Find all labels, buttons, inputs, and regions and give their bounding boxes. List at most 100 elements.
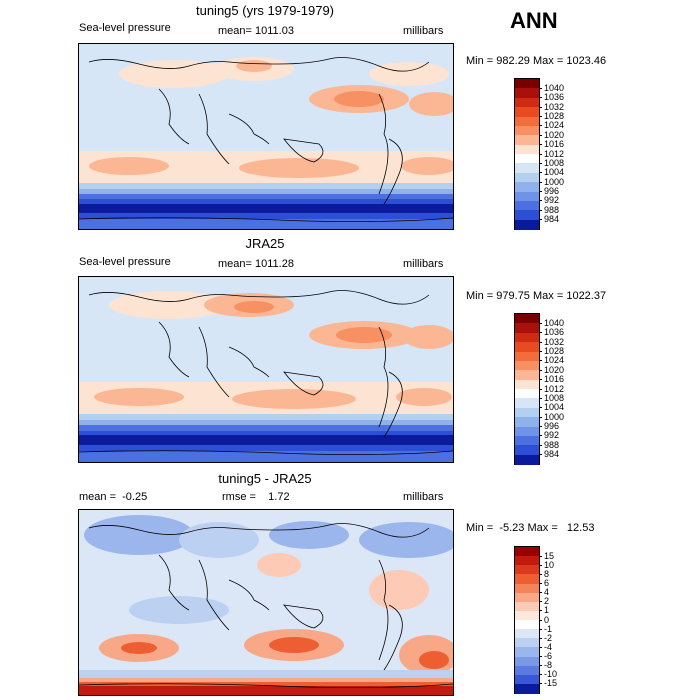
- colorbar-tick-label: 1028: [539, 347, 564, 356]
- panel1-min-label: Min =: [466, 55, 494, 67]
- colorbar-tick-label: 1020: [539, 130, 564, 140]
- panel3-units: millibars: [403, 491, 444, 503]
- colorbar-swatch: [515, 417, 539, 427]
- colorbar-tick-label: 2: [539, 597, 549, 606]
- panel1-units: millibars: [403, 25, 444, 37]
- panel2-max-label: Max =: [533, 290, 564, 302]
- colorbar-tick-label: 988: [539, 205, 559, 215]
- colorbar-tick-label: -6: [539, 652, 552, 661]
- colorbar-swatch: [515, 360, 539, 371]
- colorbar-tick-label: 8: [539, 569, 549, 579]
- colorbar-tick-label: 988: [539, 440, 559, 450]
- colorbar-tick-label: 0: [539, 615, 549, 625]
- colorbar-tick-label: 984: [539, 215, 559, 224]
- colorbar-swatch: [515, 407, 539, 418]
- colorbar-swatch: [515, 574, 539, 584]
- panel1-mean-label: mean=: [218, 25, 252, 37]
- colorbar-swatch: [515, 342, 539, 352]
- panel3-rmse-label: rmse =: [222, 491, 256, 503]
- colorbar-swatch: [515, 647, 539, 657]
- panel3-minmax: Min = -5.23 Max = 12.53: [466, 522, 594, 534]
- colorbar-tick-label: 1000: [539, 412, 564, 422]
- colorbar-swatch: [515, 638, 539, 648]
- colorbar-tick-label: 1024: [539, 121, 564, 130]
- panel2-min-label: Min =: [466, 290, 494, 302]
- panel1-map-svg: [79, 44, 453, 229]
- panel3-colorbar: 15 10 8 6 4 2 1 0 -1 -2 -4 -6 -8 -10 -15: [514, 546, 557, 694]
- colorbar-tick-label: 996: [539, 187, 559, 196]
- colorbar-tick-label: 1032: [539, 337, 564, 347]
- colorbar-tick-label: -15: [539, 679, 557, 688]
- panel1-map: [78, 43, 454, 230]
- colorbar-swatch: [515, 379, 539, 390]
- panel3-map-svg: [79, 510, 453, 695]
- colorbar-swatch: [515, 314, 539, 324]
- panel3-mean: mean = -0.25: [79, 491, 147, 503]
- colorbar-tick-label: 1016: [539, 375, 564, 384]
- colorbar-tick-label: 984: [539, 450, 559, 459]
- colorbar-tick-label: 15: [539, 551, 554, 561]
- colorbar-swatch: [515, 665, 539, 676]
- colorbar-swatch: [515, 683, 539, 694]
- panel2-colorbar: 1040 1036 1032 1028 1024 1020 1016 1012 1008 1004…: [514, 313, 564, 465]
- colorbar-swatch: [515, 88, 539, 99]
- colorbar-tick-label: 6: [539, 579, 549, 588]
- colorbar-swatch: [515, 135, 539, 146]
- colorbar-swatch: [515, 323, 539, 334]
- colorbar-swatch: [515, 556, 539, 566]
- colorbar-swatch: [515, 620, 539, 630]
- colorbar-tick-label: 1008: [539, 158, 564, 168]
- colorbar-tick-label: -2: [539, 633, 552, 643]
- colorbar-swatch: [515, 435, 539, 446]
- panel3-min-label: Min =: [466, 522, 494, 534]
- colorbar-swatch: [515, 107, 539, 117]
- colorbar-swatch: [515, 210, 539, 221]
- colorbar-swatch: [515, 332, 539, 343]
- colorbar-tick-label: 1024: [539, 356, 564, 365]
- colorbar-tick-label: 1032: [539, 102, 564, 112]
- panel3-max-label: Max =: [527, 522, 558, 534]
- colorbar-tick-label: 1012: [539, 384, 564, 394]
- colorbar-swatch: [515, 154, 539, 164]
- season-label: ANN: [510, 8, 558, 33]
- panel2-units: millibars: [403, 258, 444, 270]
- panel1-max-value: 1023.46: [566, 55, 607, 67]
- colorbar-swatch: [515, 426, 539, 437]
- colorbar-tick-label: -4: [539, 642, 552, 652]
- panel1-mean: mean= 1011.03: [218, 25, 294, 37]
- colorbar-swatch: [515, 445, 539, 456]
- colorbar-swatch: [515, 163, 539, 174]
- colorbar-swatch: [515, 351, 539, 362]
- colorbar-swatch: [515, 191, 539, 202]
- colorbar-swatch: [515, 219, 539, 230]
- panel3-max-value: 12.53: [566, 522, 595, 534]
- colorbar-tick-label: -10: [539, 670, 557, 679]
- panel2-min-value: 979.75: [496, 290, 530, 302]
- colorbar-swatch: [515, 656, 539, 667]
- panel1-min-value: 982.29: [496, 55, 530, 67]
- panel1-variable: Sea-level pressure: [79, 22, 171, 34]
- panel2-map: [78, 276, 454, 463]
- panel2-minmax: Min = 979.75 Max = 1022.37: [466, 290, 606, 302]
- panel1-colorbar: 1040 1036 1032 1028 1024 1020 1016 1012 1008 1004…: [514, 78, 564, 230]
- colorbar-swatch: [515, 144, 539, 155]
- colorbar-tick-label: 1036: [539, 328, 564, 337]
- colorbar-swatch: [515, 79, 539, 89]
- colorbar-swatch: [515, 592, 539, 603]
- colorbar-swatch: [515, 601, 539, 612]
- panel2-mean-value: 1011.28: [255, 258, 294, 270]
- colorbar-tick-label: 1012: [539, 149, 564, 159]
- panel2-mean: mean= 1011.28: [218, 258, 294, 270]
- colorbar-tick-label: 1000: [539, 177, 564, 187]
- colorbar-swatch: [515, 454, 539, 465]
- panel1-max-label: Max =: [533, 55, 564, 67]
- colorbar-swatch: [515, 116, 539, 127]
- colorbar-swatch: [515, 610, 539, 621]
- panel3-map: [78, 509, 454, 696]
- colorbar-tick-label: 10: [539, 560, 554, 570]
- colorbar-swatch: [515, 370, 539, 381]
- panel2-variable: Sea-level pressure: [79, 256, 171, 268]
- colorbar-tick-label: 1020: [539, 365, 564, 375]
- colorbar-swatch: [515, 629, 539, 639]
- colorbar-tick-label: 1004: [539, 403, 564, 412]
